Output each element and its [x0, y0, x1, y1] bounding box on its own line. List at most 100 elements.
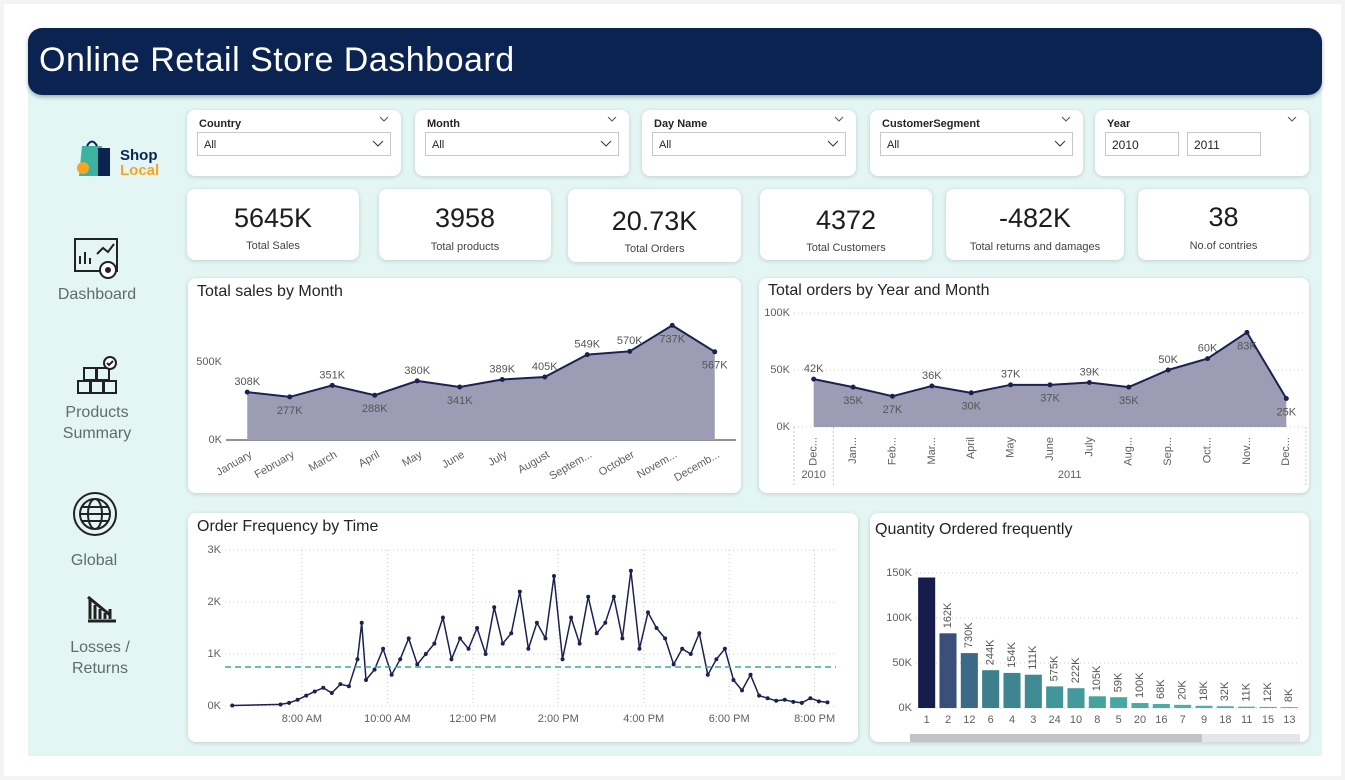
point [244, 389, 250, 395]
kpi-value: 5645K [233, 203, 313, 233]
point [731, 678, 736, 682]
point [483, 652, 488, 656]
x-tick-label: 8:00 AM [282, 713, 322, 725]
point [304, 693, 309, 698]
data-label: 222K [1070, 657, 1082, 683]
x-tick-label: June [440, 449, 467, 471]
point [680, 646, 685, 651]
y-tick-label: 1K [208, 648, 222, 660]
year-from[interactable]: 2010 [1105, 132, 1179, 156]
x-tick-label: May [1005, 437, 1017, 458]
x-tick-label: February [253, 448, 298, 481]
filter-label: CustomerSegment [882, 118, 980, 130]
bar [918, 577, 936, 708]
chart: Total sales by Month 0K 500K 308K 277K 351K 28… [196, 283, 736, 484]
filter-dropdown[interactable]: All [880, 132, 1073, 156]
point [1047, 382, 1053, 388]
point [586, 594, 591, 599]
data-label: 68K [1155, 679, 1167, 699]
header-title: Online Retail Store Dashboard [39, 41, 515, 79]
point [637, 646, 642, 651]
data-label: 730K [963, 622, 975, 648]
chart-title: Quantity Ordered frequently [875, 521, 1072, 538]
filter-label: Year [1107, 118, 1131, 130]
nav-item[interactable]: Global [70, 552, 118, 569]
x-tick-label: 18 [1219, 714, 1231, 726]
data-label: 25K [1277, 406, 1297, 418]
x-tick-label: 6 [988, 714, 994, 726]
nav-item[interactable]: Dashboard [57, 286, 137, 303]
x-tick-label: Mar... [926, 437, 938, 465]
filter-dropdown[interactable]: All [425, 132, 619, 156]
data-label: 59K [1113, 672, 1125, 692]
group-label: 2011 [1058, 469, 1082, 481]
data-label: 575K [1049, 655, 1061, 681]
point [372, 667, 377, 672]
line [247, 324, 716, 398]
x-tick-label: April [357, 449, 382, 470]
filter-card[interactable]: Month All [415, 110, 629, 176]
point [364, 678, 368, 682]
point [457, 384, 463, 390]
point [569, 615, 574, 620]
x-tick-label: Dec... [1280, 437, 1292, 466]
y-tick-label: 500K [196, 356, 222, 368]
point [669, 322, 675, 328]
point [517, 589, 522, 594]
point [671, 662, 676, 667]
filter-dropdown[interactable]: All [652, 132, 846, 156]
nav-item[interactable]: Products Summary [62, 404, 132, 442]
filter-card[interactable]: CustomerSegment All [870, 110, 1083, 176]
point [654, 626, 659, 630]
nav-item[interactable]: Losses / Returns [70, 639, 130, 677]
year-to[interactable]: 2011 [1187, 132, 1261, 156]
chart: Order Frequency by Time 0K 1K 2K 3K 8:00 AM 10… [197, 518, 836, 725]
point [500, 641, 505, 646]
x-tick-label: 7 [1180, 714, 1186, 726]
point [499, 376, 505, 382]
data-label: 389K [489, 363, 515, 375]
logo-text: Local [120, 162, 159, 179]
x-tick-label: 6:00 PM [709, 713, 750, 725]
point [705, 672, 710, 677]
data-label: 8K [1283, 688, 1295, 702]
point [740, 688, 744, 693]
bar [1046, 686, 1064, 708]
bar [1174, 704, 1192, 708]
point [329, 382, 335, 388]
bar [939, 633, 957, 708]
point [850, 384, 856, 390]
kpi-value: 4372 [815, 205, 877, 235]
point [526, 646, 531, 651]
data-label: 567K [702, 360, 728, 372]
point [620, 636, 625, 641]
point [509, 631, 514, 636]
point [372, 392, 378, 398]
point [329, 691, 334, 695]
point [542, 374, 548, 380]
point [534, 620, 539, 625]
data-label: 341K [447, 395, 473, 407]
filter-dropdown[interactable]: All [197, 132, 391, 156]
global-icon [73, 492, 117, 536]
bar [1003, 672, 1021, 708]
point [466, 646, 471, 651]
losses-icon [87, 595, 116, 623]
point [627, 348, 633, 354]
point [594, 631, 599, 636]
point [381, 646, 386, 651]
chart-title: Total sales by Month [197, 283, 343, 300]
logo-pin [77, 162, 89, 174]
x-tick-label: Feb... [886, 437, 898, 465]
point [1205, 356, 1211, 362]
x-tick-label: 15 [1262, 714, 1274, 726]
filter-card[interactable]: Year 2010 2011 [1095, 110, 1309, 176]
data-label: 35K [1119, 395, 1139, 407]
x-tick-label: 16 [1155, 714, 1167, 726]
data-label: 162K [942, 602, 954, 628]
x-tick-label: July [486, 448, 509, 468]
filter-value: All [659, 139, 672, 151]
filter-card[interactable]: Country All [187, 110, 401, 176]
filter-card[interactable]: Day Name All [642, 110, 856, 176]
